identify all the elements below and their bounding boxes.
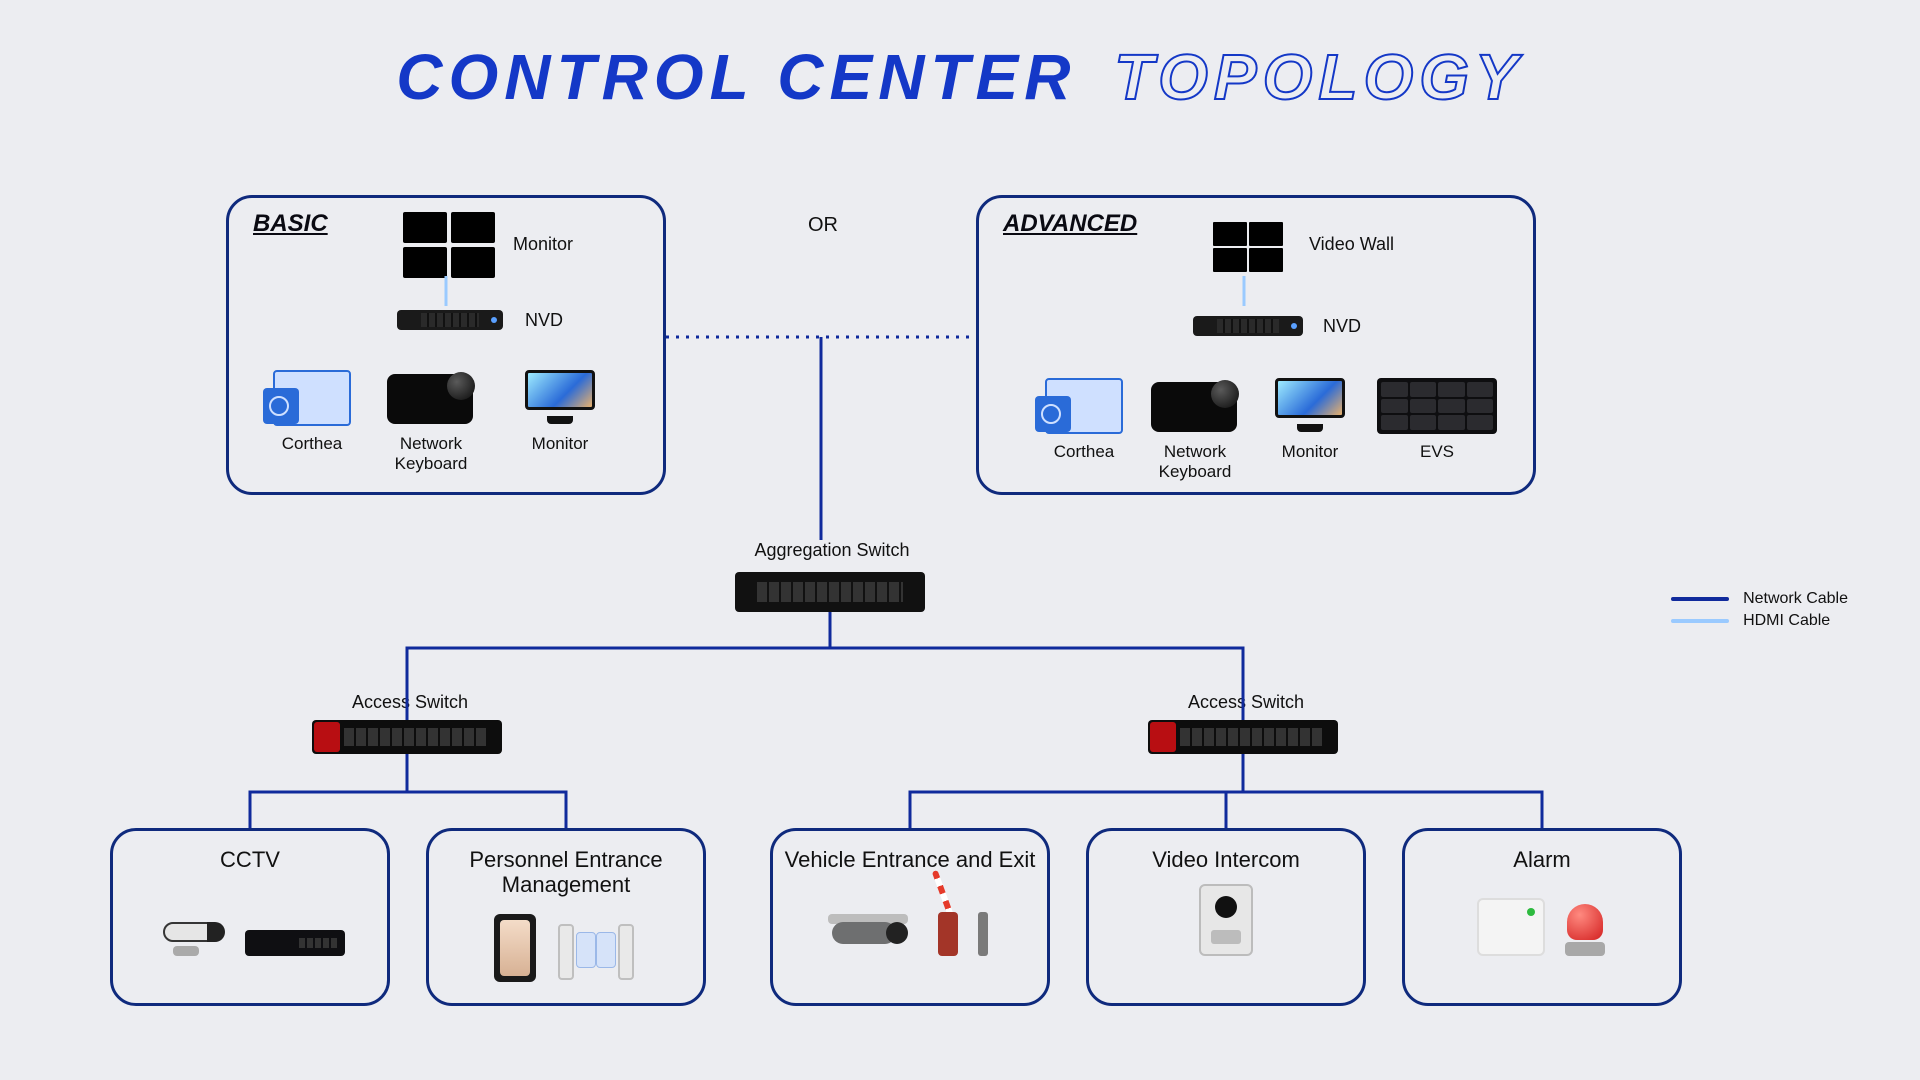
adv-nvd-icon [1193,316,1303,336]
title-solid: CONTROL CENTER [396,41,1076,113]
leaf-pem: Personnel Entrance Management [426,828,706,1006]
leaf-vex: Vehicle Entrance and Exit [770,828,1050,1006]
adv-evs-label: EVS [1397,442,1477,462]
legend-label-network: Network Cable [1743,590,1848,608]
monitor-grid-icon [403,212,495,278]
title-outline: TOPOLOGY [1114,41,1524,113]
panel-advanced: ADVANCED Video Wall NVD Corthea Network … [976,195,1536,495]
basic-monitor-label: Monitor [513,234,573,255]
aggregation-label: Aggregation Switch [742,540,922,561]
leaf-cctv-caption: CCTV [220,847,280,872]
adv-keyboard-label: Network Keyboard [1141,442,1249,482]
siren-icon [1563,904,1607,956]
adv-videowall-label: Video Wall [1309,234,1394,255]
legend: Network Cable HDMI Cable [1671,586,1848,634]
adv-corthea-icon [1045,378,1123,434]
adv-monitor-label: Monitor [1267,442,1353,462]
leaf-alarm-caption: Alarm [1513,847,1570,872]
adv-nvd-label: NVD [1323,316,1361,337]
leaf-vi-caption: Video Intercom [1152,847,1300,872]
evs-icon [1377,378,1497,434]
leaf-vex-caption: Vehicle Entrance and Exit [785,847,1036,872]
basic-keyboard-label: Network Keyboard [379,434,483,474]
videowall-icon [1213,222,1283,272]
corthea-icon [273,370,351,426]
barrier-icon [932,896,992,956]
access-switch-left-icon [312,720,502,754]
legend-swatch-network [1671,597,1729,601]
pc-monitor-icon [525,370,595,424]
turnstile-icon [554,922,638,982]
access-left-label: Access Switch [320,692,500,713]
face-terminal-icon [494,914,536,982]
advanced-header: ADVANCED [1003,210,1137,238]
access-right-label: Access Switch [1156,692,1336,713]
leaf-pem-caption: Personnel Entrance Management [439,847,693,898]
adv-corthea-label: Corthea [1039,442,1129,462]
basic-header: BASIC [253,210,328,238]
alarm-panel-icon [1477,898,1545,956]
aggregation-switch-icon [735,572,925,612]
legend-swatch-hdmi [1671,619,1729,623]
camera-icon [155,916,227,956]
leaf-alarm: Alarm [1402,828,1682,1006]
page-title: CONTROL CENTER TOPOLOGY [0,40,1920,114]
intercom-icon [1199,884,1253,956]
legend-row: Network Cable [1671,590,1848,608]
basic-nvd-label: NVD [525,310,563,331]
nvr-icon [245,930,345,956]
keyboard-icon [387,374,473,424]
adv-keyboard-icon [1151,382,1237,432]
legend-label-hdmi: HDMI Cable [1743,612,1830,630]
access-switch-right-icon [1148,720,1338,754]
adv-monitor-icon [1275,378,1345,432]
basic-corthea-label: Corthea [271,434,353,454]
leaf-cctv: CCTV [110,828,390,1006]
nvd-icon [397,310,503,330]
panel-basic: BASIC Monitor NVD Corthea Network Keyboa… [226,195,666,495]
legend-row: HDMI Cable [1671,612,1848,630]
basic-monitor2-label: Monitor [515,434,605,454]
leaf-vi: Video Intercom [1086,828,1366,1006]
or-label: OR [808,214,838,237]
anpr-camera-icon [828,916,914,956]
